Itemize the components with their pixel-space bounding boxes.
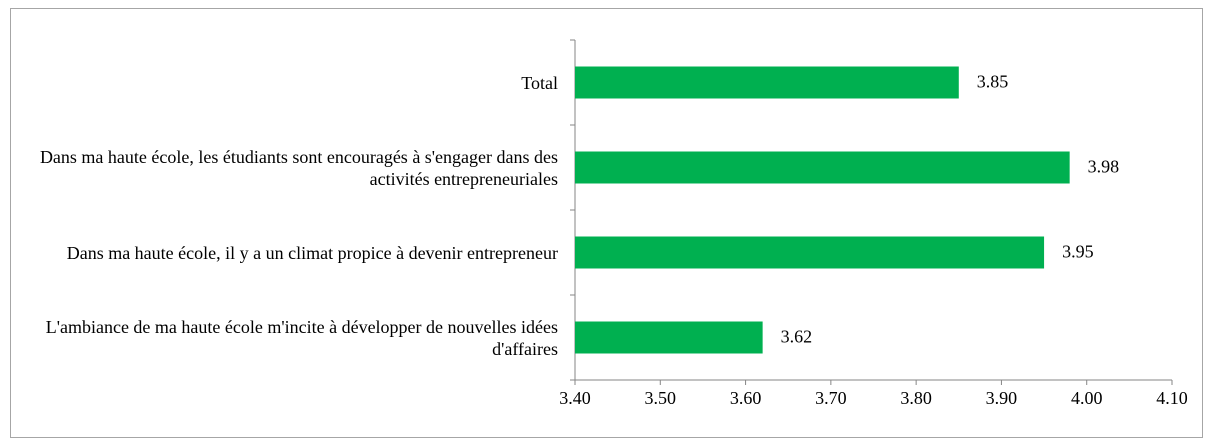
bar (575, 66, 959, 99)
category-label: L'ambiance de ma haute école m'incite à … (45, 316, 558, 359)
x-tick-label: 3.70 (815, 388, 847, 408)
value-label: 3.85 (977, 72, 1009, 92)
x-tick-label: 3.40 (559, 388, 591, 408)
bar (575, 321, 763, 354)
x-tick-label: 3.90 (986, 388, 1018, 408)
value-label: 3.98 (1088, 157, 1120, 177)
x-tick-label: 3.80 (900, 388, 932, 408)
bar (575, 151, 1070, 184)
category-label: Dans ma haute école, il y a un climat pr… (66, 242, 558, 263)
x-tick-label: 3.50 (645, 388, 677, 408)
x-tick-label: 4.10 (1156, 388, 1188, 408)
category-label: Dans ma haute école, les étudiants sont … (39, 146, 558, 189)
bar (575, 236, 1045, 269)
value-label: 3.62 (781, 327, 813, 347)
x-tick-label: 4.00 (1071, 388, 1103, 408)
category-label: Total (521, 72, 558, 93)
value-label: 3.95 (1062, 242, 1094, 262)
x-tick-label: 3.60 (730, 388, 762, 408)
